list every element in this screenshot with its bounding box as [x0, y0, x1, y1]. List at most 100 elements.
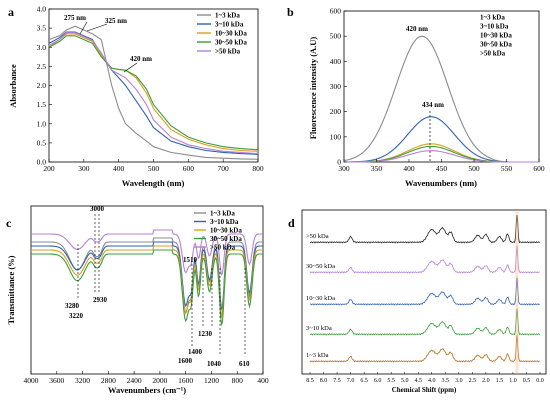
a-xtick-label-3: 500: [148, 164, 160, 173]
a-ytick-label-5: 2.5: [37, 62, 47, 71]
legend-label-3: 30~50 kDa: [215, 39, 247, 47]
legend-label-1: 3~10 kDa: [215, 21, 244, 29]
b-xtick-label-2: 400: [403, 164, 415, 173]
panel-a: a 200 300 400 500 600 700 800 0.00.51.01.52.02…: [8, 5, 264, 189]
panel-d-series-group: [309, 210, 540, 374]
annot-c-3280: 3280: [65, 302, 80, 310]
legend-label-0: 1~3 kDa: [210, 210, 235, 218]
d-trace-label-0: >50 kDa: [306, 233, 329, 240]
panel-d-trace-labels: >50 kDa 30~50 kDa 10~30 kDa 3~10 kDa 1~3 kDa: [306, 233, 335, 359]
panel-c-plot: 4000 3600 3200 2800 2400 2000 1600 1200 800 400 1…: [24, 205, 269, 385]
panel-c-frame: [30, 205, 264, 375]
b-ytick-label-6: 600: [330, 7, 342, 16]
b-ytick-label-3: 300: [330, 82, 342, 91]
annot-c-1510: 1510: [183, 256, 198, 264]
panel-b-ylabel: Fluorescence intensity (A.U): [308, 37, 318, 140]
panel-b-plot: 300 350 400 450 500 550 600 0 100 200 300 400 500 60…: [330, 7, 545, 174]
legend-label-3: 30~50 kDa: [480, 41, 512, 49]
panel-b-letter: b: [287, 5, 294, 19]
panel-c-x-ticks: 4000 3600 3200 2800 2400 2000 1600 1200 800 400: [24, 371, 269, 385]
b-xtick-label-0: 300: [338, 164, 350, 173]
d-xtick-label-9: 4.0: [428, 378, 436, 384]
d-xtick-label-5: 6.0: [374, 378, 382, 384]
d-xtick-label-16: 0.5: [523, 378, 531, 384]
c-series-line-3: [31, 249, 263, 327]
b-xtick-label-5: 550: [501, 164, 513, 173]
c-xtick-label-1: 3600: [49, 376, 64, 385]
panel-a-y-ticks: 0.0 0.5 1.0 1.5 2.0 2.5 3.0 3.5 4.0: [37, 5, 52, 167]
d-trace-label-3: 3~10 kDa: [306, 325, 332, 332]
c-xtick-label-5: 2000: [152, 376, 167, 385]
panel-b-x-ticks: 300 350 400 450 500 550 600: [338, 159, 545, 173]
a-ytick-label-2: 1.0: [37, 119, 47, 128]
d-xtick-label-6: 5.5: [387, 378, 395, 384]
d-trace-line-4: [309, 334, 540, 363]
d-xtick-label-13: 2.0: [482, 378, 490, 384]
annot-c-1040: 1040: [207, 360, 222, 368]
a-ytick-label-6: 3.0: [37, 43, 47, 52]
panel-c-marker-lines: [77, 214, 246, 356]
annot-c-3220: 3220: [69, 312, 84, 320]
c-xtick-label-2: 3200: [75, 376, 90, 385]
c-xtick-label-9: 400: [257, 376, 269, 385]
d-trace-line-1: [309, 245, 540, 274]
panel-c: c 4000 3600 3200 2800 2400 2000 1600 1200 800 400…: [6, 205, 269, 395]
panel-a-ylabel: Absorbance: [8, 64, 18, 108]
b-ytick-label-2: 200: [330, 107, 342, 116]
d-xtick-label-17: 0.0: [536, 378, 544, 384]
annot-275nm: 275 nm: [64, 14, 86, 22]
d-xtick-label-3: 7.0: [347, 378, 355, 384]
d-trace-label-4: 1~3 kDa: [306, 352, 329, 359]
a-series-line-0: [48, 25, 259, 160]
annot-b-434nm: 434 nm: [422, 101, 444, 109]
legend-label-2: 10~30 kDa: [215, 30, 247, 38]
annot-325nm: 325 nm: [105, 17, 127, 25]
c-xtick-label-7: 1200: [204, 376, 219, 385]
b-ytick-label-5: 500: [330, 32, 342, 41]
d-xtick-label-4: 6.5: [360, 378, 368, 384]
arrow-420: [123, 62, 138, 73]
legend-label-3: 30~50 kDa: [210, 235, 242, 243]
d-trace-label-2: 10~30 kDa: [306, 295, 335, 302]
annot-c-1230: 1230: [198, 330, 213, 338]
a-xtick-label-2: 400: [113, 164, 125, 173]
panel-c-letter: c: [6, 216, 12, 230]
panel-b-xlabel: Wavenumbers (nm): [405, 178, 477, 188]
c-xtick-label-0: 4000: [24, 376, 39, 385]
d-xtick-label-7: 5.0: [401, 378, 409, 384]
panel-a-series-group: [48, 25, 259, 160]
c-series-line-4: [31, 229, 263, 277]
b-xtick-label-1: 350: [371, 164, 383, 173]
a-ytick-label-8: 4.0: [37, 5, 47, 14]
panel-d-plot: 8.5 8.0 7.5 7.0 6.5 6.0 5.5 5.0 4.5 4.0 3.5 3.0 2.5 2…: [301, 209, 547, 384]
d-trace-label-1: 30~50 kDa: [306, 263, 335, 270]
c-xtick-label-3: 2800: [101, 376, 116, 385]
legend-label-0: 1~3 kDa: [215, 12, 240, 20]
b-xtick-label-4: 500: [468, 164, 480, 173]
d-xtick-label-11: 3.0: [455, 378, 463, 384]
a-ytick-label-3: 1.5: [37, 100, 47, 109]
d-xtick-label-8: 4.5: [414, 378, 422, 384]
legend-label-4: >50 kDa: [480, 50, 506, 58]
panel-c-xlabel: Wavenumbers (cm⁻¹): [108, 385, 186, 395]
a-series-line-1: [48, 31, 259, 155]
panel-d-frame: [301, 209, 547, 375]
a-ytick-label-0: 0.0: [37, 158, 47, 167]
panel-b-series-group: [343, 35, 539, 163]
a-ytick-label-1: 0.5: [37, 138, 47, 147]
a-xtick-label-6: 800: [252, 164, 264, 173]
a-xtick-label-1: 300: [78, 164, 90, 173]
c-xtick-label-8: 800: [232, 376, 244, 385]
annot-c-610: 610: [239, 360, 250, 368]
panel-c-ylabel: Transmittance (%): [6, 255, 16, 324]
panel-a-plot: 200 300 400 500 600 700 800 0.0 0.5 1.0 1.5 2.0 2.5…: [37, 5, 264, 174]
panel-d-xlabel: Chemical Shift (ppm): [392, 386, 457, 394]
a-series-line-3: [48, 35, 259, 151]
a-ytick-label-7: 3.5: [37, 24, 47, 33]
annot-c-1400: 1400: [188, 348, 203, 356]
annot-b-420nm: 420 nm: [406, 25, 428, 33]
legend-label-1: 3~10 kDa: [480, 23, 509, 31]
d-xtick-label-10: 3.5: [442, 378, 450, 384]
